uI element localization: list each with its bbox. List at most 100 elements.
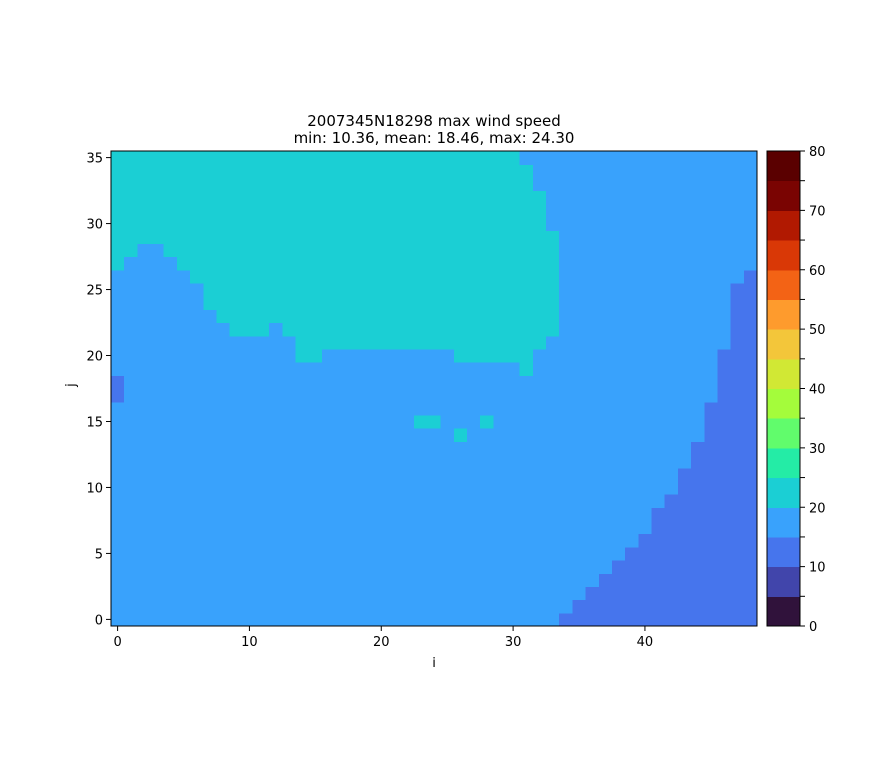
- heatmap-cell: [611, 546, 626, 561]
- heatmap-cell: [453, 507, 468, 522]
- heatmap-cell: [269, 164, 283, 178]
- heatmap-cell: [203, 494, 218, 508]
- heatmap-cell: [546, 216, 560, 231]
- heatmap-cell: [374, 256, 389, 271]
- heatmap-cell: [611, 573, 626, 588]
- heatmap-cell: [176, 269, 191, 284]
- heatmap-cell: [401, 190, 415, 205]
- heatmap-cell: [743, 348, 758, 363]
- heatmap-cell: [216, 401, 231, 416]
- heatmap-cell: [401, 586, 415, 601]
- heatmap-cell: [546, 414, 560, 429]
- heatmap-cell: [163, 494, 178, 508]
- heatmap-cell: [401, 599, 415, 614]
- heatmap-cell: [387, 256, 402, 271]
- heatmap-cell: [111, 322, 125, 337]
- heatmap-cell: [163, 309, 178, 324]
- heatmap-cell: [546, 190, 560, 205]
- heatmap-cell: [414, 612, 428, 627]
- heatmap-cell: [348, 546, 363, 561]
- heatmap-cell: [480, 296, 494, 310]
- heatmap-cell: [361, 216, 376, 231]
- heatmap-cell: [493, 203, 508, 218]
- heatmap-cell: [638, 401, 653, 416]
- heatmap-cell: [519, 414, 534, 429]
- heatmap-cell: [572, 454, 587, 469]
- heatmap-cell: [559, 335, 574, 350]
- heatmap-cell: [124, 507, 138, 522]
- heatmap-cell: [321, 612, 336, 627]
- heatmap-cell: [150, 177, 165, 192]
- heatmap-cell: [717, 467, 732, 482]
- heatmap-cell: [532, 216, 547, 231]
- heatmap-cell: [585, 560, 600, 574]
- heatmap-cell: [374, 441, 389, 456]
- heatmap-cell: [743, 375, 758, 390]
- heatmap-cell: [401, 164, 415, 178]
- heatmap-cell: [730, 494, 745, 508]
- heatmap-cell: [387, 533, 402, 548]
- heatmap-cell: [256, 269, 270, 284]
- heatmap-cell: [651, 282, 666, 297]
- heatmap-cell: [282, 520, 297, 535]
- heatmap-cell: [559, 216, 574, 231]
- heatmap-cell: [638, 282, 653, 297]
- heatmap-cell: [598, 203, 613, 218]
- heatmap-cell: [493, 546, 508, 561]
- heatmap-cell: [625, 441, 639, 456]
- heatmap-cell: [163, 348, 178, 363]
- heatmap-cell: [453, 216, 468, 231]
- heatmap-cell: [111, 546, 125, 561]
- heatmap-cell: [559, 428, 574, 442]
- heatmap-cell: [480, 467, 494, 482]
- heatmap-cell: [348, 612, 363, 627]
- heatmap-cell: [559, 151, 574, 165]
- heatmap-cell: [256, 203, 270, 218]
- colorbar-segment: [767, 210, 800, 241]
- heatmap-cell: [124, 480, 138, 495]
- heatmap-cell: [269, 414, 283, 429]
- heatmap-cell: [427, 612, 442, 627]
- heatmap-cell: [598, 151, 613, 165]
- heatmap-cell: [282, 177, 297, 192]
- heatmap-cell: [480, 256, 494, 271]
- heatmap-cell: [572, 428, 587, 442]
- heatmap-cell: [598, 401, 613, 416]
- heatmap-cell: [691, 414, 705, 429]
- heatmap-cell: [216, 546, 231, 561]
- heatmap-cell: [743, 441, 758, 456]
- heatmap-cell: [466, 533, 481, 548]
- heatmap-cell: [743, 322, 758, 337]
- heatmap-cell: [664, 612, 679, 627]
- heatmap-cell: [229, 480, 244, 495]
- heatmap-cell: [242, 560, 257, 574]
- heatmap-cell: [269, 151, 283, 165]
- heatmap-cell: [229, 414, 244, 429]
- heatmap-cell: [546, 467, 560, 482]
- heatmap-cell: [137, 216, 152, 231]
- heatmap-cell: [466, 520, 481, 535]
- heatmap-cell: [124, 203, 138, 218]
- heatmap-cell: [229, 612, 244, 627]
- heatmap-cell: [625, 388, 639, 403]
- heatmap-cell: [664, 586, 679, 601]
- heatmap-cell: [546, 282, 560, 297]
- heatmap-cell: [559, 560, 574, 574]
- heatmap-cell: [163, 164, 178, 178]
- heatmap-cell: [137, 494, 152, 508]
- heatmap-cell: [401, 414, 415, 429]
- heatmap-cell: [348, 230, 363, 244]
- heatmap-cell: [163, 151, 178, 165]
- heatmap-cell: [150, 573, 165, 588]
- heatmap-cell: [598, 560, 613, 574]
- heatmap-cell: [401, 560, 415, 574]
- heatmap-cell: [335, 322, 349, 337]
- heatmap-cell: [691, 454, 705, 469]
- heatmap-cell: [203, 362, 218, 376]
- heatmap-cell: [229, 428, 244, 442]
- heatmap-cell: [216, 480, 231, 495]
- heatmap-cell: [308, 362, 323, 376]
- heatmap-cell: [625, 612, 639, 627]
- heatmap-cell: [546, 520, 560, 535]
- heatmap-cell: [506, 335, 521, 350]
